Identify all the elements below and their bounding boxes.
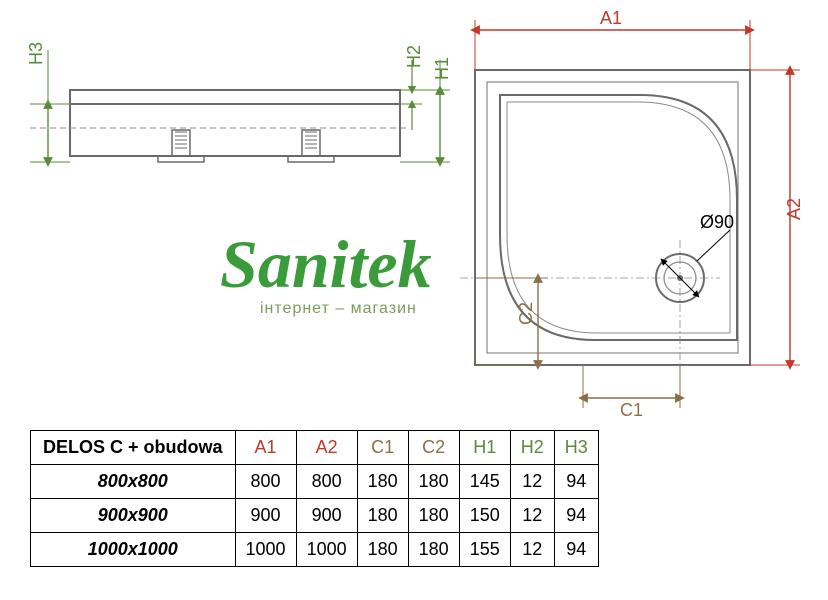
cell: 180 — [357, 499, 408, 533]
size-cell: 800x800 — [31, 465, 236, 499]
cell: 180 — [408, 465, 459, 499]
size-cell: 1000x1000 — [31, 533, 236, 567]
technical-diagram: Ø90 A1 A2 C1 C2 — [0, 0, 828, 420]
table-row: 800x800 800 800 180 180 145 12 94 — [31, 465, 599, 499]
table-title: DELOS C + obudowa — [31, 431, 236, 465]
cell: 800 — [296, 465, 357, 499]
h2-label: H2 — [404, 45, 424, 68]
cell: 145 — [459, 465, 510, 499]
a2-label: A2 — [784, 198, 804, 220]
h3-label: H3 — [26, 42, 46, 65]
col-h3: H3 — [554, 431, 598, 465]
cell: 12 — [510, 465, 554, 499]
side-view: H1 H2 H3 — [26, 42, 452, 162]
cell: 150 — [459, 499, 510, 533]
plan-view: Ø90 A1 A2 C1 C2 — [460, 8, 804, 420]
stage: Ø90 A1 A2 C1 C2 — [0, 0, 828, 600]
cell: 800 — [235, 465, 296, 499]
cell: 94 — [554, 533, 598, 567]
col-h2: H2 — [510, 431, 554, 465]
cell: 12 — [510, 499, 554, 533]
col-a1: A1 — [235, 431, 296, 465]
foot-2 — [288, 130, 334, 162]
cell: 900 — [235, 499, 296, 533]
table-header-row: DELOS C + obudowa A1 A2 C1 C2 H1 H2 H3 — [31, 431, 599, 465]
cell: 1000 — [296, 533, 357, 567]
c1-label: C1 — [620, 400, 643, 420]
cell: 94 — [554, 465, 598, 499]
cell: 180 — [408, 499, 459, 533]
cell: 180 — [357, 533, 408, 567]
cell: 1000 — [235, 533, 296, 567]
a1-label: A1 — [600, 8, 622, 28]
col-h1: H1 — [459, 431, 510, 465]
cell: 94 — [554, 499, 598, 533]
c2-label: C2 — [516, 302, 536, 325]
cell: 900 — [296, 499, 357, 533]
size-cell: 900x900 — [31, 499, 236, 533]
col-a2: A2 — [296, 431, 357, 465]
foot-1 — [158, 130, 204, 162]
cell: 180 — [357, 465, 408, 499]
h1-label: H1 — [432, 57, 452, 80]
drain-diameter-label: Ø90 — [700, 212, 734, 232]
cell: 180 — [408, 533, 459, 567]
col-c2: C2 — [408, 431, 459, 465]
table-row: 900x900 900 900 180 180 150 12 94 — [31, 499, 599, 533]
cell: 12 — [510, 533, 554, 567]
col-c1: C1 — [357, 431, 408, 465]
cell: 155 — [459, 533, 510, 567]
table-row: 1000x1000 1000 1000 180 180 155 12 94 — [31, 533, 599, 567]
dimension-table: DELOS C + obudowa A1 A2 C1 C2 H1 H2 H3 8… — [30, 430, 599, 567]
